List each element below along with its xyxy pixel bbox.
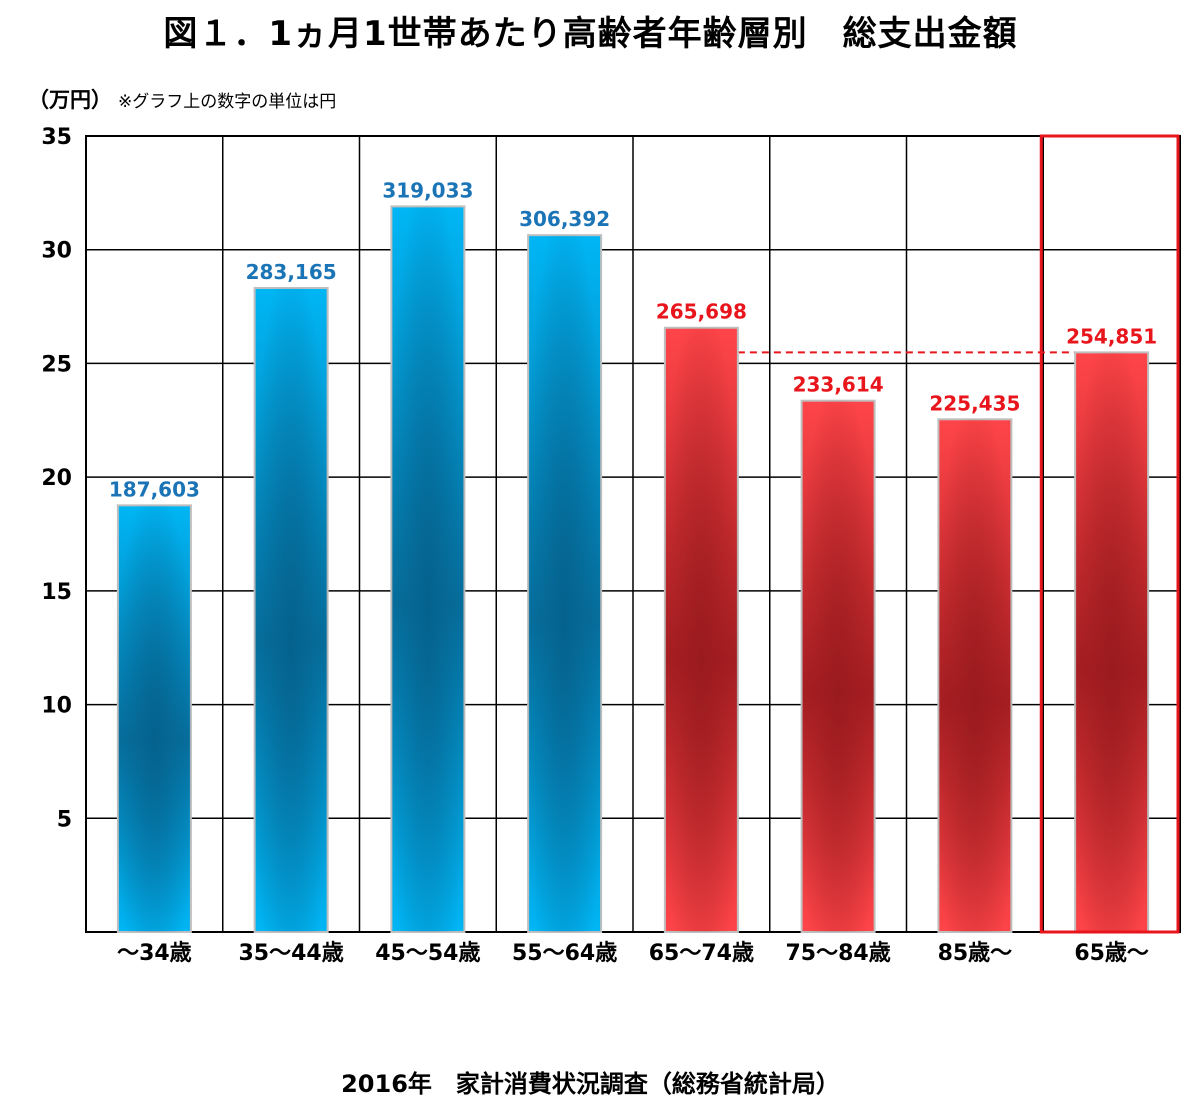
bar-1 <box>116 504 192 933</box>
bar-shade <box>254 288 328 932</box>
highlight-box <box>1039 134 1180 934</box>
x-tick-label: ～34歳 <box>117 941 192 966</box>
data-label: 319,033 <box>382 178 473 202</box>
data-labels-group: 187,603 283,165 319,033 306,392 265,698 233,6… <box>109 134 1180 934</box>
data-label: 187,603 <box>109 477 200 501</box>
chart-title: 図１．1ヵ月1世帯あたり高齢者年齢層別 総支出金額 <box>163 14 1018 54</box>
x-tick-label: 65歳～ <box>1074 941 1149 966</box>
y-tick-label: 25 <box>41 352 72 377</box>
bars-group <box>116 205 1150 934</box>
x-tick-label: 35～44歳 <box>239 941 344 966</box>
x-tick-label: 65～74歳 <box>649 941 754 966</box>
y-tick-label: 10 <box>41 694 72 719</box>
data-label: 254,851 <box>1066 324 1157 348</box>
x-tick-label: 55～64歳 <box>512 941 617 966</box>
bar-shade <box>801 400 875 932</box>
x-tick-label: 85歳～ <box>938 941 1013 966</box>
bar-6 <box>800 399 876 933</box>
bar-shade <box>664 327 738 933</box>
data-label: 306,392 <box>519 207 610 231</box>
x-tick-label: 45～54歳 <box>375 941 480 966</box>
bar-shade <box>1075 352 1149 933</box>
bar-shade <box>938 419 1012 932</box>
data-label: 265,698 <box>656 300 747 324</box>
bar-shade <box>391 206 465 933</box>
y-tick-label: 30 <box>41 239 72 264</box>
y-axis-ticks: 5 10 15 20 25 30 35 <box>41 125 72 832</box>
y-tick-label: 35 <box>41 125 72 150</box>
bar-7 <box>937 418 1013 933</box>
bar-5 <box>663 326 739 934</box>
bar-8 <box>1074 351 1150 934</box>
y-tick-label: 20 <box>41 466 72 491</box>
bar-shade <box>528 235 602 932</box>
chart-source: 2016年 家計消費状況調査（総務省統計局） <box>341 1070 840 1098</box>
bar-shade <box>117 505 191 932</box>
y-tick-label: 15 <box>41 580 72 605</box>
grid-lines <box>85 135 1181 933</box>
data-label: 233,614 <box>793 373 884 397</box>
y-tick-label: 5 <box>57 807 72 832</box>
data-label: 283,165 <box>246 260 337 284</box>
bar-3 <box>390 205 466 934</box>
bar-2 <box>253 287 329 933</box>
data-label: 225,435 <box>929 391 1020 415</box>
x-tick-label: 75～84歳 <box>786 941 891 966</box>
y-axis-unit: （万円） <box>28 88 112 112</box>
unit-note: ※グラフ上の数字の単位は円 <box>118 92 337 112</box>
x-axis-ticks: ～34歳 35～44歳 45～54歳 55～64歳 65～74歳 75～84歳 85歳～ 65… <box>117 941 1149 966</box>
bar-4 <box>527 234 603 933</box>
